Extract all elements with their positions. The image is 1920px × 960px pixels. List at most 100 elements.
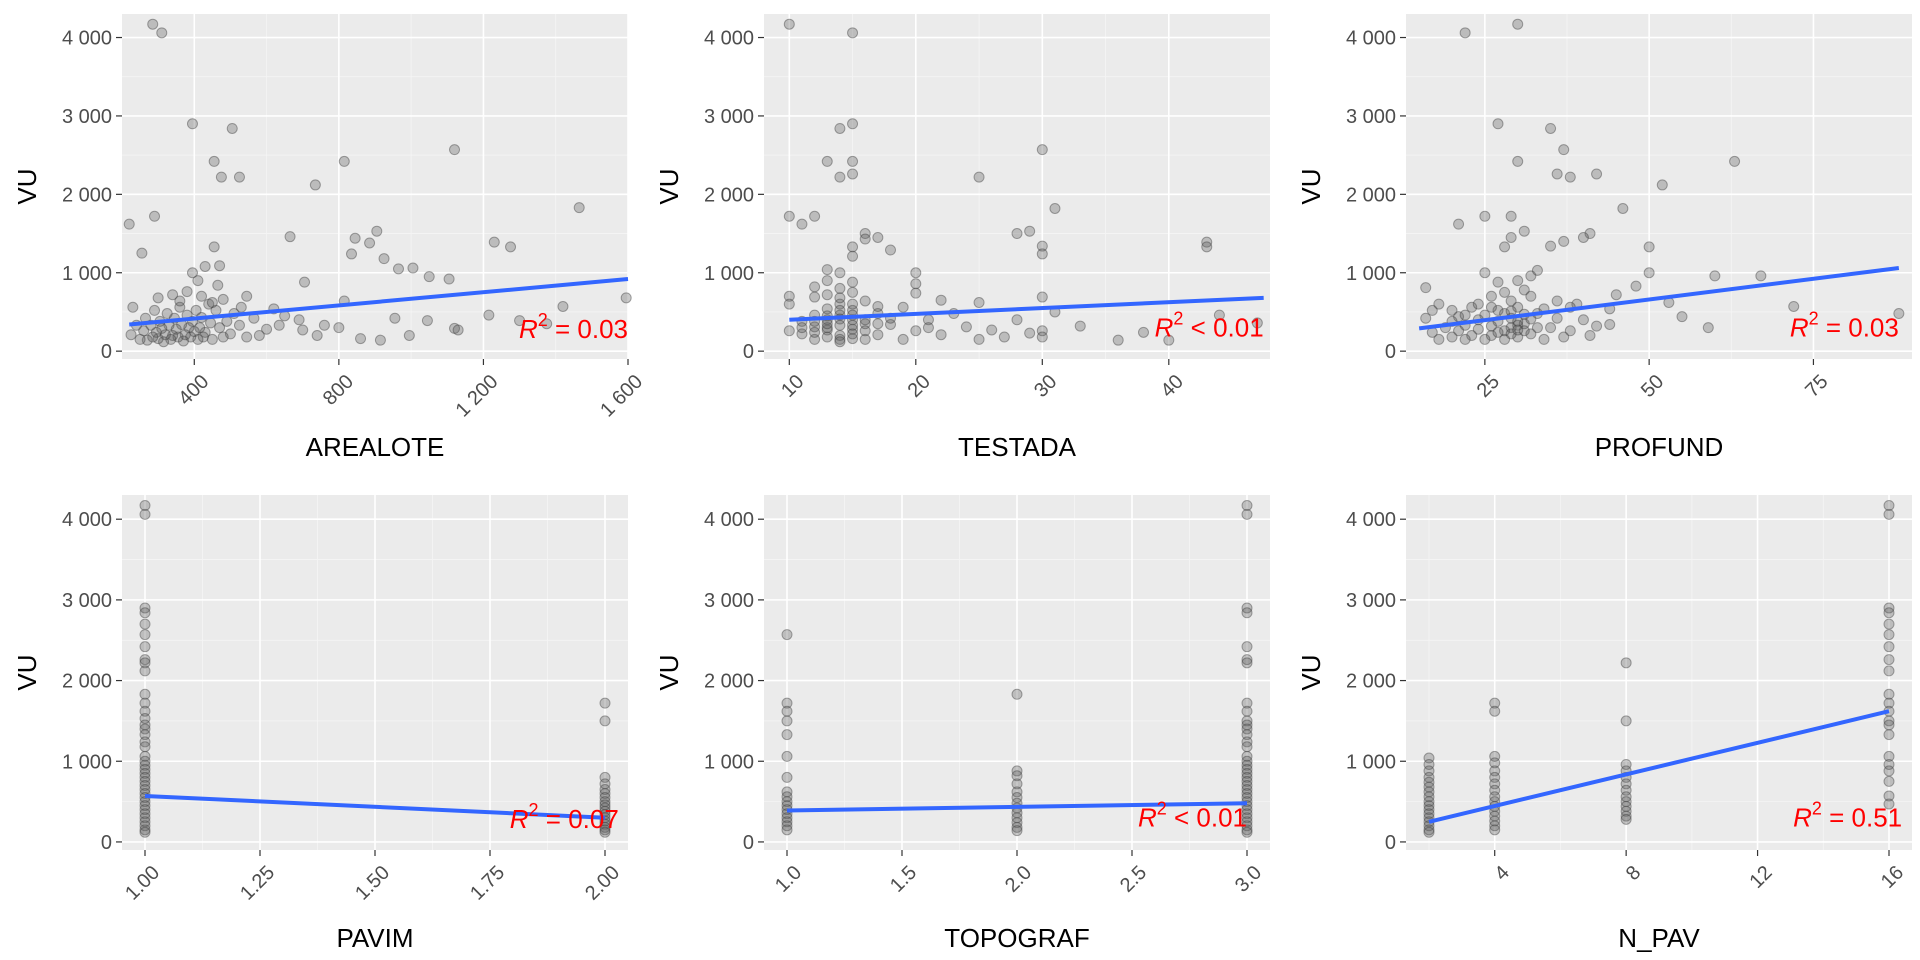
data-point xyxy=(371,225,383,237)
data-point xyxy=(152,333,164,345)
x-axis-title: PROFUND xyxy=(1595,432,1724,462)
data-point xyxy=(139,804,151,816)
data-point xyxy=(1883,719,1895,731)
data-point xyxy=(152,292,164,304)
data-point xyxy=(1577,231,1589,243)
data-point xyxy=(1241,741,1253,753)
data-point xyxy=(834,282,846,294)
data-point xyxy=(1525,328,1537,340)
data-point xyxy=(1241,767,1253,779)
data-point xyxy=(1729,155,1741,167)
data-point xyxy=(1479,267,1491,279)
y-tick-label: 3 000 xyxy=(62,106,112,128)
data-point xyxy=(1241,607,1253,619)
data-point xyxy=(872,231,884,243)
x-tick-label: 16 xyxy=(1877,862,1908,893)
data-point xyxy=(194,322,206,334)
data-point xyxy=(783,18,795,30)
data-point xyxy=(1518,318,1530,330)
data-point xyxy=(1241,824,1253,836)
data-point xyxy=(1241,792,1253,804)
data-point xyxy=(781,820,793,832)
data-point xyxy=(136,247,148,259)
data-point xyxy=(192,333,204,345)
data-point xyxy=(139,729,151,741)
data-point xyxy=(1620,715,1632,727)
data-point xyxy=(378,253,390,265)
data-point xyxy=(885,319,896,330)
data-point xyxy=(781,715,793,727)
data-point xyxy=(783,290,795,302)
data-point xyxy=(1558,331,1570,343)
data-point xyxy=(1702,322,1714,334)
data-point xyxy=(1011,688,1023,700)
data-point xyxy=(872,300,884,312)
data-point xyxy=(1505,322,1517,334)
data-point xyxy=(935,329,947,341)
y-tick-label: 1 000 xyxy=(1346,263,1396,285)
data-point xyxy=(557,300,569,312)
y-tick-label: 3 000 xyxy=(1346,106,1396,128)
data-point xyxy=(1489,820,1501,832)
data-point xyxy=(859,325,871,337)
data-point xyxy=(1446,304,1458,316)
x-tick-label: 1 600 xyxy=(596,371,647,422)
data-point xyxy=(1420,282,1432,294)
data-point xyxy=(261,323,273,335)
y-tick-label: 4 000 xyxy=(62,509,112,531)
x-tick-label: 2.5 xyxy=(1116,862,1151,897)
data-point xyxy=(599,778,611,790)
trend-line xyxy=(786,801,1248,813)
trend-line xyxy=(789,295,1264,322)
data-point xyxy=(1241,775,1253,787)
y-tick-label: 2 000 xyxy=(62,671,112,693)
data-point xyxy=(1883,618,1895,630)
data-point xyxy=(1024,225,1036,237)
r-value: = 0.03 xyxy=(548,314,628,344)
data-point xyxy=(1011,792,1023,804)
data-point xyxy=(186,118,198,130)
data-point xyxy=(1241,641,1253,653)
data-point xyxy=(159,329,171,341)
x-tick-label: 2.0 xyxy=(1001,862,1036,897)
x-tick-label: 1.0 xyxy=(771,862,806,897)
data-point xyxy=(821,324,833,336)
y-axis-title: VU xyxy=(654,168,684,204)
data-point xyxy=(1883,654,1895,666)
data-point xyxy=(821,318,833,330)
data-point xyxy=(834,171,846,183)
y-tick-label: 2 000 xyxy=(704,184,754,206)
panel-profund: 0 1 000 2 000 3 000 4 000 25 50 75 PROFUND VU R2 =… xyxy=(1296,14,1912,462)
data-point xyxy=(161,308,173,320)
data-point xyxy=(847,168,859,180)
data-point xyxy=(139,759,151,771)
data-point xyxy=(1512,155,1524,167)
data-point xyxy=(1620,813,1632,825)
x-tick-label: 30 xyxy=(1030,371,1061,402)
data-point xyxy=(1620,796,1632,808)
data-point xyxy=(1241,736,1253,748)
data-point xyxy=(449,322,461,334)
panel-testada: 0 1 000 2 000 3 000 4 000 10 20 30 40 TESTADA VU R2… xyxy=(654,14,1270,462)
data-point xyxy=(185,331,197,343)
data-point xyxy=(1883,758,1895,770)
data-point xyxy=(139,779,151,791)
data-point xyxy=(226,122,238,134)
data-point xyxy=(449,144,461,156)
data-point xyxy=(208,155,220,167)
data-point xyxy=(599,799,611,811)
data-point xyxy=(293,314,305,326)
data-point xyxy=(374,334,386,346)
data-point xyxy=(338,155,350,167)
data-point xyxy=(1620,810,1632,822)
data-point xyxy=(821,331,833,343)
data-point xyxy=(1011,770,1023,782)
data-point xyxy=(1036,144,1048,156)
data-point xyxy=(1489,815,1501,827)
data-point xyxy=(1241,788,1253,800)
data-point xyxy=(599,802,611,814)
data-point xyxy=(309,179,321,191)
data-point xyxy=(1492,276,1504,288)
data-point xyxy=(196,290,208,302)
data-point xyxy=(1591,320,1603,332)
